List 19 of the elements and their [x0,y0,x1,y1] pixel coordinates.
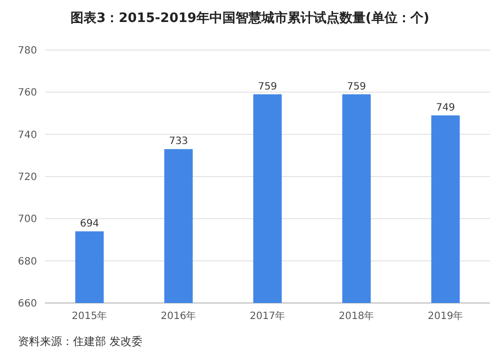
x-tick-label: 2018年 [338,310,374,322]
x-tick-label: 2015年 [72,310,108,322]
data-label: 694 [80,218,100,230]
text: 资料来源：住建部 发改委 [18,335,142,348]
y-tick-label: 740 [18,130,37,141]
x-tick-label: 2019年 [428,310,464,322]
y-tick-label: 760 [18,88,37,99]
y-tick-label: 780 [18,46,37,56]
y-tick-label: 660 [18,298,37,310]
x-tick-label: 2017年 [250,310,286,322]
y-tick-label: 680 [18,256,37,268]
chart-title: 图表3：2015-2019年中国智慧城市累计试点数量(单位：个) [70,10,430,26]
y-tick-label: 700 [18,214,37,226]
x-tick-label: 2016年 [160,310,196,322]
data-label: 759 [346,81,366,92]
y-tick-label: 720 [18,172,37,183]
data-label: 733 [168,136,188,148]
data-label: 749 [436,102,456,114]
data-label: 759 [258,81,278,92]
